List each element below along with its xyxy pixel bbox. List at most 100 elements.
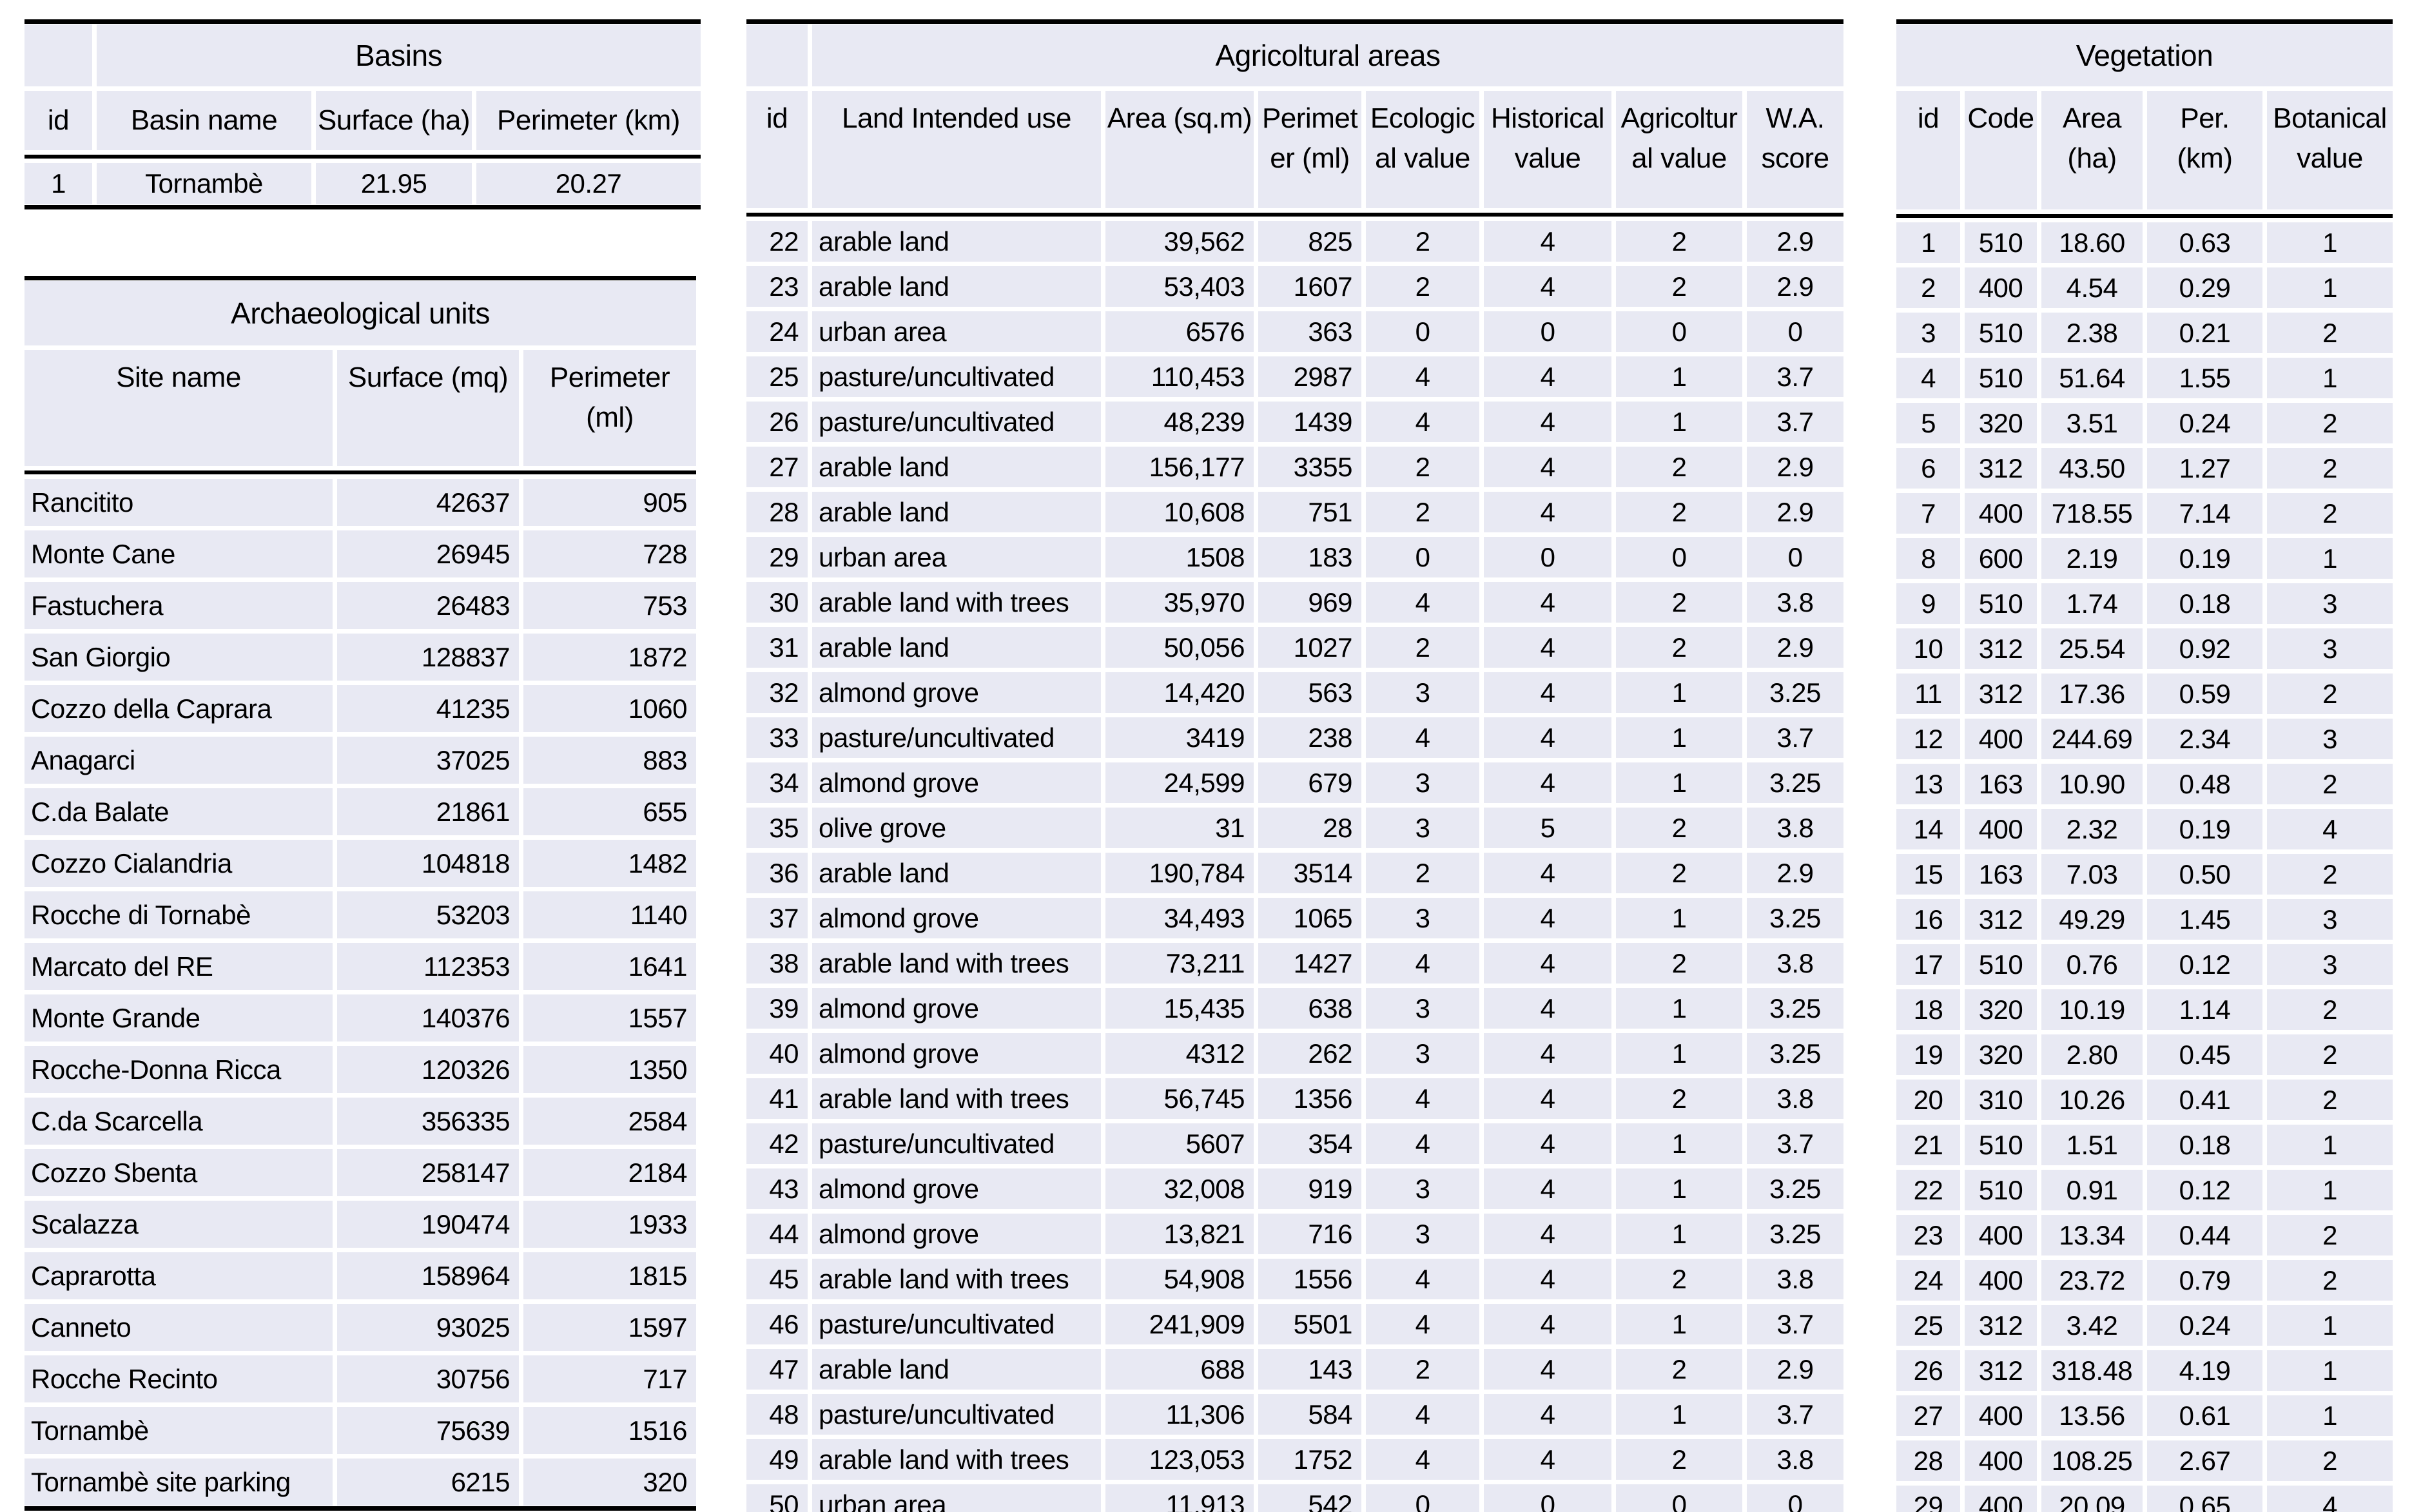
veg-perimeter-cell: 1.55 [2147,358,2262,398]
area-sqm-cell: 73,211 [1105,943,1254,984]
veg-id-cell: 3 [1896,313,1960,353]
veg-perimeter-cell: 0.63 [2147,222,2262,263]
land-use-cell: arable land [812,627,1101,668]
site-name-cell: Rocche-Donna Ricca [24,1046,333,1093]
perimeter-cell: 1027 [1258,627,1361,668]
basins-title: Basins [97,24,701,86]
veg-area-cell: 23.72 [2041,1260,2143,1301]
veg-perimeter-cell: 0.48 [2147,764,2262,804]
veg-area-cell: 49.29 [2041,899,2143,940]
veg-id-cell: 28 [1896,1440,1960,1481]
site-name-cell: Canneto [24,1304,333,1351]
agricultural-value-cell: 1 [1616,717,1742,758]
area-sqm-cell: 5607 [1105,1123,1254,1164]
site-surface-cell: 53203 [337,891,519,938]
veg-id-cell: 26 [1896,1350,1960,1391]
site-surface-cell: 190474 [337,1201,519,1248]
veg-code-cell: 312 [1965,628,2037,669]
ecological-value-cell: 2 [1366,266,1479,307]
veg-id-cell: 13 [1896,764,1960,804]
area-sqm-cell: 53,403 [1105,266,1254,307]
veg-perimeter-cell: 0.18 [2147,583,2262,624]
site-surface-cell: 158964 [337,1252,519,1299]
agricultural-title: Agricoltural areas [812,24,1843,86]
veg-botanical-cell: 1 [2267,267,2393,308]
agricultural-value-cell: 2 [1616,1078,1742,1119]
veg-code-cell: 163 [1965,854,2037,895]
veg-botanical-cell: 2 [2267,313,2393,353]
area-id-cell: 47 [746,1349,808,1390]
historical-value-cell: 4 [1484,1078,1611,1119]
veg-perimeter-cell: 0.61 [2147,1395,2262,1436]
site-name-cell: San Giorgio [24,634,333,681]
veg-area-cell: 2.80 [2041,1034,2143,1075]
agricultural-value-cell: 1 [1616,356,1742,397]
agricultural-value-cell: 2 [1616,221,1742,262]
veg-code-cell: 310 [1965,1080,2037,1120]
perimeter-cell: 354 [1258,1123,1361,1164]
historical-value-cell: 4 [1484,853,1611,893]
veg-perimeter-cell: 0.21 [2147,313,2262,353]
perimeter-cell: 542 [1258,1484,1361,1512]
agricultural-value-cell: 1 [1616,402,1742,442]
area-id-cell: 37 [746,898,808,938]
ecological-value-cell: 3 [1366,672,1479,713]
wa-score-cell: 3.25 [1747,762,1843,803]
wa-score-cell: 2.9 [1747,492,1843,532]
wa-score-cell: 3.7 [1747,1123,1843,1164]
veg-area-cell: 2.19 [2041,538,2143,579]
veg-perimeter-cell: 0.19 [2147,538,2262,579]
historical-value-cell: 4 [1484,717,1611,758]
historical-value-cell: 4 [1484,1304,1611,1344]
perimeter-cell: 363 [1258,311,1361,352]
veg-id-cell: 27 [1896,1395,1960,1436]
agricultural-value-cell: 2 [1616,1439,1742,1480]
historical-value-cell: 0 [1484,537,1611,577]
veg-code-cell: 510 [1965,1125,2037,1165]
site-name-cell: Cozzo Sbenta [24,1149,333,1196]
veg-id-cell: 16 [1896,899,1960,940]
area-id-cell: 38 [746,943,808,984]
agricultural-value-cell: 2 [1616,447,1742,487]
agricultural-value-cell: 2 [1616,1349,1742,1390]
ecological-value-cell: 0 [1366,537,1479,577]
basins-grid: Basins id Basin name Surface (ha) Perime… [24,19,701,209]
site-surface-cell: 140376 [337,994,519,1042]
wa-score-cell: 3.7 [1747,717,1843,758]
veg-header-area: Area (ha) [2041,91,2143,209]
veg-botanical-cell: 2 [2267,448,2393,489]
site-perimeter-cell: 1641 [523,943,696,990]
veg-area-cell: 1.74 [2041,583,2143,624]
site-perimeter-cell: 1140 [523,891,696,938]
area-id-cell: 35 [746,808,808,848]
vegetation-grid: Vegetation id Code Area (ha) Per. (km) B… [1896,19,2393,1512]
perimeter-cell: 5501 [1258,1304,1361,1344]
veg-id-cell: 19 [1896,1034,1960,1075]
veg-id-cell: 24 [1896,1260,1960,1301]
veg-code-cell: 400 [1965,1215,2037,1255]
veg-area-cell: 2.32 [2041,809,2143,849]
perimeter-cell: 1356 [1258,1078,1361,1119]
agricultural-value-cell: 2 [1616,266,1742,307]
archaeological-grid: Archaeological units Site name Surface (… [24,276,696,1511]
veg-botanical-cell: 3 [2267,628,2393,669]
wa-score-cell: 2.9 [1747,627,1843,668]
ecological-value-cell: 3 [1366,988,1479,1029]
wa-score-cell: 0 [1747,311,1843,352]
veg-perimeter-cell: 0.59 [2147,674,2262,714]
perimeter-cell: 1752 [1258,1439,1361,1480]
agricultural-value-cell: 1 [1616,1304,1742,1344]
area-sqm-cell: 11,306 [1105,1394,1254,1435]
site-perimeter-cell: 2184 [523,1149,696,1196]
site-perimeter-cell: 753 [523,582,696,629]
veg-id-cell: 29 [1896,1486,1960,1512]
perimeter-cell: 2987 [1258,356,1361,397]
site-surface-cell: 41235 [337,685,519,732]
veg-area-cell: 2.38 [2041,313,2143,353]
veg-botanical-cell: 2 [2267,1034,2393,1075]
agricultural-areas-table: Agricoltural areas id Land Intended use … [746,19,1843,1512]
site-name-cell: Scalazza [24,1201,333,1248]
header-divider [1896,214,2393,218]
land-use-cell: arable land with trees [812,1078,1101,1119]
